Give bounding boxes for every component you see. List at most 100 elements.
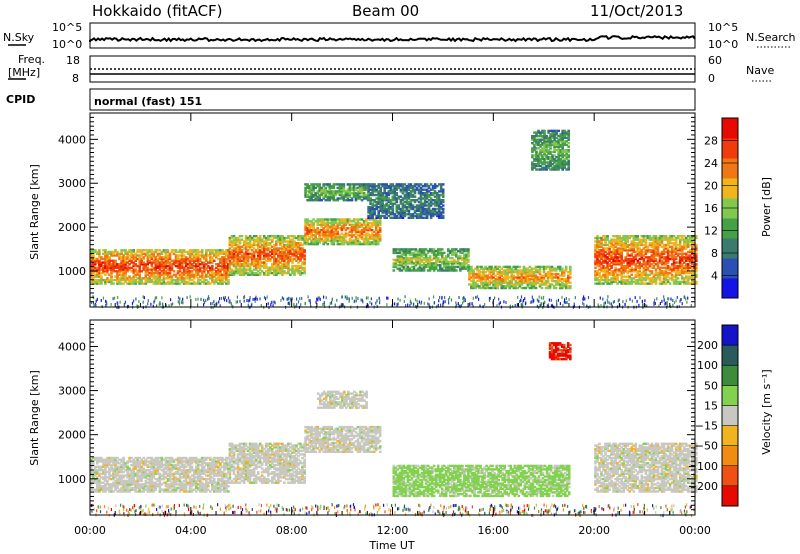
heatmap-cell	[330, 185, 334, 188]
heatmap-cell	[652, 249, 656, 252]
heatmap-cell	[215, 256, 218, 259]
heatmap-cell	[634, 242, 638, 245]
heatmap-cell	[416, 260, 420, 263]
heatmap-cell	[342, 185, 346, 188]
heatmap-cell	[258, 250, 262, 254]
heatmap-cell	[569, 269, 572, 272]
heatmap-cell	[202, 270, 206, 273]
heatmap-cell	[383, 195, 386, 198]
heatmap-cell	[514, 279, 518, 283]
heatmap-cell	[194, 263, 198, 266]
heatmap-cell	[540, 281, 544, 284]
heatmap-cell	[293, 245, 296, 248]
heatmap-cell	[457, 260, 460, 263]
heatmap-cell	[178, 268, 182, 271]
heatmap-cell	[544, 281, 548, 284]
heatmap-cell	[354, 195, 358, 198]
heatmap-cell	[662, 235, 666, 238]
heatmap-cell	[444, 262, 448, 265]
heatmap-cell	[364, 232, 368, 235]
heatmap-cell	[324, 223, 327, 226]
heatmap-cell	[695, 270, 698, 273]
heatmap-cell	[440, 260, 444, 263]
heatmap-cell	[434, 257, 438, 260]
heatmap-cell	[596, 247, 599, 250]
heatmap-cell	[504, 276, 507, 279]
heatmap-cell	[500, 281, 503, 284]
heatmap-cell	[695, 235, 698, 238]
heatmap-cell	[116, 277, 119, 280]
heatmap-cell	[318, 237, 321, 241]
heatmap-cell	[118, 268, 121, 271]
heatmap-cell	[230, 240, 234, 243]
heatmap-cell	[596, 277, 599, 280]
heatmap-cell	[422, 264, 426, 267]
heatmap-cell	[122, 259, 125, 262]
heatmap-cell	[486, 267, 489, 270]
heatmap-cell	[104, 270, 107, 273]
heatmap-cell	[395, 183, 399, 186]
heatmap-cell	[196, 277, 200, 280]
heatmap-cell	[314, 239, 317, 242]
heatmap-cell	[267, 257, 270, 261]
heatmap-cell	[536, 279, 540, 283]
heatmap-cell	[496, 278, 499, 281]
heatmap-cell	[120, 250, 123, 254]
heatmap-cell	[632, 238, 636, 241]
heatmap-cell	[368, 241, 372, 244]
heatmap-cell	[367, 207, 370, 211]
heatmap-cell	[106, 266, 109, 269]
heatmap-cell	[207, 282, 210, 285]
heatmap-cell	[556, 281, 560, 284]
heatmap-cell	[366, 221, 370, 225]
heatmap-cell	[528, 271, 532, 274]
heatmap-cell	[524, 272, 528, 276]
heatmap-cell	[371, 204, 374, 207]
heatmap-cell	[455, 251, 458, 255]
heatmap-cell	[530, 283, 534, 286]
heatmap-cell	[358, 197, 362, 200]
heatmap-cell	[457, 258, 460, 262]
heatmap-cell	[383, 185, 386, 188]
heatmap-cell	[457, 262, 460, 265]
cpid-strip: CPID normal (fast) 151	[6, 88, 696, 111]
heatmap-cell	[342, 199, 346, 202]
heatmap-cell	[352, 227, 356, 230]
heatmap-cell	[412, 269, 416, 272]
heatmap-cell	[620, 270, 623, 273]
heatmap-cell	[416, 269, 420, 272]
heatmap-cell	[230, 252, 234, 255]
heatmap-cell	[108, 266, 111, 269]
heatmap-cell	[459, 269, 462, 272]
heatmap-cell	[172, 259, 176, 262]
heatmap-cell	[367, 211, 370, 214]
heatmap-cell	[648, 238, 652, 241]
heatmap-cell	[258, 252, 262, 255]
heatmap-cell	[514, 267, 518, 270]
heatmap-cell	[608, 273, 611, 276]
heatmap-cell	[442, 258, 446, 262]
heatmap-cell	[336, 232, 340, 235]
heatmap-cell	[346, 190, 350, 193]
heatmap-cell	[196, 257, 200, 261]
heatmap-cell	[612, 271, 615, 275]
heatmap-cell	[449, 260, 452, 263]
heatmap-cell	[684, 236, 688, 240]
heatmap-cell	[646, 266, 650, 269]
heatmap-cell	[352, 239, 356, 242]
heatmap-cell	[246, 273, 250, 276]
heatmap-cell	[413, 195, 417, 198]
heatmap-cell	[512, 283, 516, 286]
heatmap-cell	[389, 200, 393, 204]
heatmap-cell	[360, 228, 364, 232]
heatmap-cell	[248, 256, 252, 259]
heatmap-cell	[303, 250, 306, 254]
heatmap-cell	[252, 263, 256, 266]
heatmap-cell	[393, 185, 397, 188]
heatmap-cell	[422, 258, 426, 262]
heatmap-cell	[544, 279, 548, 283]
heatmap-cell	[672, 268, 676, 271]
heatmap-cell	[612, 263, 615, 266]
heatmap-cell	[642, 261, 646, 264]
heatmap-cell	[418, 265, 422, 269]
